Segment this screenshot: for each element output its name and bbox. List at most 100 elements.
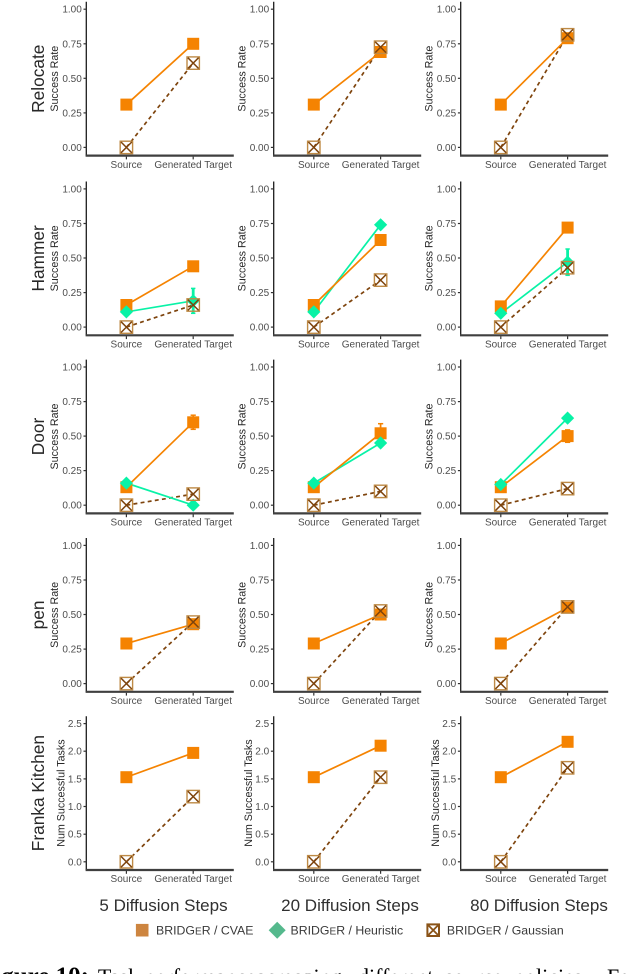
svg-text:Success Rate: Success Rate — [424, 46, 436, 112]
svg-text:0.50: 0.50 — [437, 432, 457, 443]
svg-text:Success Rate: Success Rate — [49, 403, 61, 469]
svg-text:Generated Target: Generated Target — [342, 518, 420, 529]
svg-text:1.00: 1.00 — [250, 541, 270, 552]
svg-text:1.00: 1.00 — [437, 541, 457, 552]
svg-text:0.00: 0.00 — [250, 679, 270, 690]
svg-text:0.50: 0.50 — [437, 74, 457, 85]
svg-text:Source: Source — [111, 160, 143, 171]
svg-text:0.5: 0.5 — [442, 830, 456, 841]
svg-text:Success Rate: Success Rate — [49, 225, 61, 291]
svg-text:0.75: 0.75 — [437, 397, 457, 408]
svg-text:0.0: 0.0 — [255, 857, 269, 868]
svg-text:Num Successful Tasks: Num Successful Tasks — [430, 739, 442, 846]
svg-text:1.00: 1.00 — [250, 184, 270, 195]
svg-text:Num Successful Tasks: Num Successful Tasks — [243, 739, 255, 846]
svg-text:Source: Source — [298, 874, 330, 885]
svg-text:0.5: 0.5 — [68, 830, 82, 841]
svg-text:Door: Door — [28, 418, 48, 456]
svg-text:Generated Target: Generated Target — [342, 340, 420, 351]
svg-text:Relocate: Relocate — [28, 45, 48, 113]
svg-text:Source: Source — [485, 518, 517, 529]
svg-text:Source: Source — [111, 340, 143, 351]
svg-text:Generated Target: Generated Target — [342, 160, 420, 171]
svg-text:2.5: 2.5 — [255, 719, 269, 730]
svg-text:0.75: 0.75 — [62, 219, 82, 230]
svg-text:Generated Target: Generated Target — [342, 874, 420, 885]
svg-text:0.00: 0.00 — [250, 323, 270, 334]
svg-text:Figure 10:Task performanceacro: Figure 10:Task performanceacrossusingdif… — [0, 963, 634, 974]
svg-text:0.25: 0.25 — [62, 466, 82, 477]
svg-text:Source: Source — [111, 518, 143, 529]
svg-text:1.00: 1.00 — [250, 363, 270, 374]
svg-text:0.00: 0.00 — [62, 679, 82, 690]
svg-text:0.50: 0.50 — [62, 254, 82, 265]
svg-text:0.00: 0.00 — [62, 323, 82, 334]
svg-text:0.25: 0.25 — [437, 288, 457, 299]
svg-text:0.00: 0.00 — [62, 501, 82, 512]
svg-text:Generated Target: Generated Target — [529, 160, 607, 171]
svg-text:Source: Source — [485, 340, 517, 351]
svg-text:Source: Source — [298, 160, 330, 171]
svg-text:1.5: 1.5 — [442, 774, 456, 785]
svg-text:BRIDGER / CVAE: BRIDGER / CVAE — [156, 923, 253, 937]
svg-text:0.25: 0.25 — [437, 645, 457, 656]
svg-text:Success Rate: Success Rate — [424, 582, 436, 648]
svg-text:0.75: 0.75 — [437, 576, 457, 587]
svg-text:1.0: 1.0 — [442, 802, 456, 813]
svg-text:Source: Source — [111, 874, 143, 885]
svg-text:0.0: 0.0 — [442, 857, 456, 868]
svg-text:0.00: 0.00 — [62, 143, 82, 154]
svg-text:Generated Target: Generated Target — [154, 874, 232, 885]
svg-text:1.00: 1.00 — [62, 5, 82, 16]
svg-text:0.75: 0.75 — [437, 219, 457, 230]
svg-text:pen: pen — [28, 600, 48, 629]
svg-text:0.00: 0.00 — [437, 323, 457, 334]
svg-text:2.5: 2.5 — [442, 719, 456, 730]
svg-text:0.75: 0.75 — [437, 39, 457, 50]
svg-text:1.0: 1.0 — [68, 802, 82, 813]
svg-text:1.5: 1.5 — [255, 774, 269, 785]
svg-text:1.00: 1.00 — [62, 541, 82, 552]
svg-text:0.25: 0.25 — [250, 108, 270, 119]
svg-text:1.00: 1.00 — [437, 5, 457, 16]
svg-text:2.0: 2.0 — [442, 747, 456, 758]
svg-text:Generated Target: Generated Target — [529, 874, 607, 885]
svg-text:0.50: 0.50 — [62, 74, 82, 85]
svg-text:Generated Target: Generated Target — [529, 518, 607, 529]
svg-text:2.0: 2.0 — [255, 747, 269, 758]
svg-text:Franka Kitchen: Franka Kitchen — [28, 735, 48, 851]
svg-text:Generated Target: Generated Target — [154, 696, 232, 707]
svg-text:0.0: 0.0 — [68, 857, 82, 868]
svg-text:0.25: 0.25 — [62, 108, 82, 119]
svg-text:Success Rate: Success Rate — [424, 403, 436, 469]
svg-text:0.50: 0.50 — [62, 432, 82, 443]
svg-text:0.5: 0.5 — [255, 830, 269, 841]
svg-text:0.50: 0.50 — [62, 610, 82, 621]
svg-text:1.00: 1.00 — [437, 363, 457, 374]
svg-text:0.50: 0.50 — [250, 254, 270, 265]
svg-text:0.75: 0.75 — [62, 576, 82, 587]
svg-text:0.25: 0.25 — [62, 288, 82, 299]
svg-text:1.00: 1.00 — [62, 184, 82, 195]
svg-text:0.00: 0.00 — [250, 501, 270, 512]
svg-text:0.75: 0.75 — [250, 576, 270, 587]
svg-text:Generated Target: Generated Target — [154, 518, 232, 529]
svg-text:0.50: 0.50 — [250, 610, 270, 621]
svg-text:80 Diffusion Steps: 80 Diffusion Steps — [470, 896, 608, 915]
svg-text:1.0: 1.0 — [255, 802, 269, 813]
svg-text:0.25: 0.25 — [437, 108, 457, 119]
svg-text:5 Diffusion Steps: 5 Diffusion Steps — [99, 896, 227, 915]
svg-text:Success Rate: Success Rate — [424, 225, 436, 291]
svg-text:Source: Source — [298, 340, 330, 351]
svg-text:1.5: 1.5 — [68, 774, 82, 785]
svg-text:Source: Source — [111, 696, 143, 707]
svg-text:1.00: 1.00 — [437, 184, 457, 195]
svg-text:Generated Target: Generated Target — [529, 340, 607, 351]
svg-text:0.50: 0.50 — [437, 610, 457, 621]
svg-text:0.75: 0.75 — [250, 39, 270, 50]
svg-text:1.00: 1.00 — [62, 363, 82, 374]
svg-text:2.0: 2.0 — [68, 747, 82, 758]
svg-text:BRIDGER / Heuristic: BRIDGER / Heuristic — [291, 923, 404, 937]
svg-text:2.5: 2.5 — [68, 719, 82, 730]
svg-text:0.25: 0.25 — [250, 288, 270, 299]
